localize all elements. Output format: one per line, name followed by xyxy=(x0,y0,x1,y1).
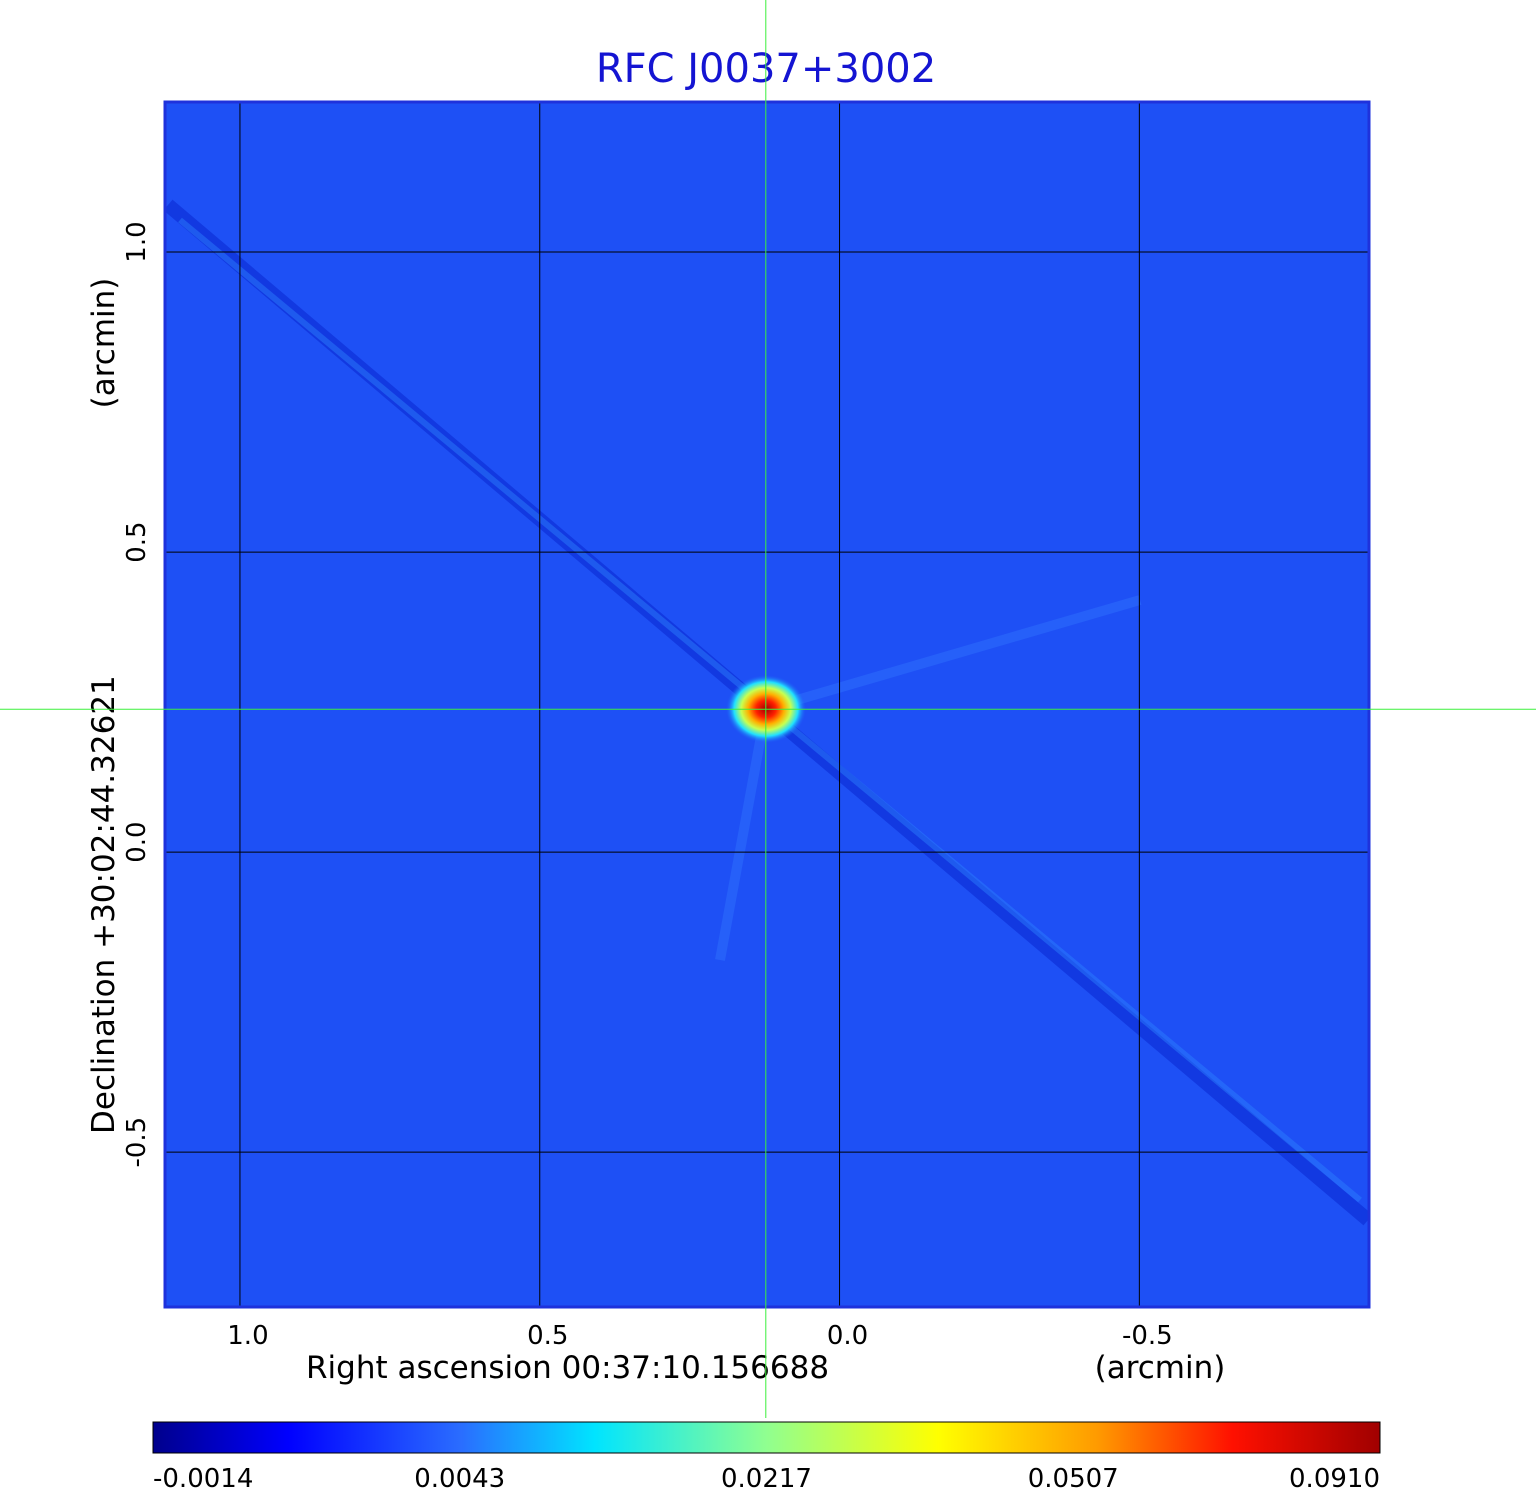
colorbar-tick-label: -0.0014 xyxy=(153,1464,253,1494)
x-axis-unit: (arcmin) xyxy=(1095,1350,1226,1386)
x-tick-labels: 1.0 0.5 0.0 -0.5 xyxy=(227,1321,1172,1351)
y-tick-label: 1.0 xyxy=(122,221,152,262)
colorbar-tick-label: 0.0910 xyxy=(1289,1464,1380,1494)
crosshair xyxy=(0,0,1536,1418)
x-tick-label: 1.0 xyxy=(227,1321,268,1351)
x-axis-label: Right ascension 00:37:10.156688 xyxy=(306,1350,829,1386)
y-axis-label: Declination +30:02:44.32621 xyxy=(86,675,122,1134)
x-tick-label: 0.5 xyxy=(527,1321,568,1351)
colorbar-tick-label: 0.0043 xyxy=(414,1464,505,1494)
y-tick-label: 0.5 xyxy=(122,521,152,562)
x-tick-label: -0.5 xyxy=(1122,1321,1173,1351)
colorbar-tick-label: 0.0507 xyxy=(1028,1464,1119,1494)
y-axis-unit: (arcmin) xyxy=(86,278,122,409)
colorbar xyxy=(152,1421,1381,1454)
colorbar-tick-labels: -0.0014 0.0043 0.0217 0.0507 0.0910 xyxy=(153,1464,1380,1494)
map-streak-4 xyxy=(715,708,771,961)
map-streak-3 xyxy=(764,595,1142,714)
map-area xyxy=(165,102,1369,1307)
x-tick-label: 0.0 xyxy=(827,1321,868,1351)
y-tick-label: 0.0 xyxy=(122,821,152,862)
y-tick-label: -0.5 xyxy=(122,1117,152,1168)
colorbar-tick-label: 0.0217 xyxy=(721,1464,812,1494)
grid-lines xyxy=(165,102,1369,1307)
y-tick-labels: 1.0 0.5 0.0 -0.5 xyxy=(122,221,152,1167)
plot-frame xyxy=(163,100,1371,1309)
